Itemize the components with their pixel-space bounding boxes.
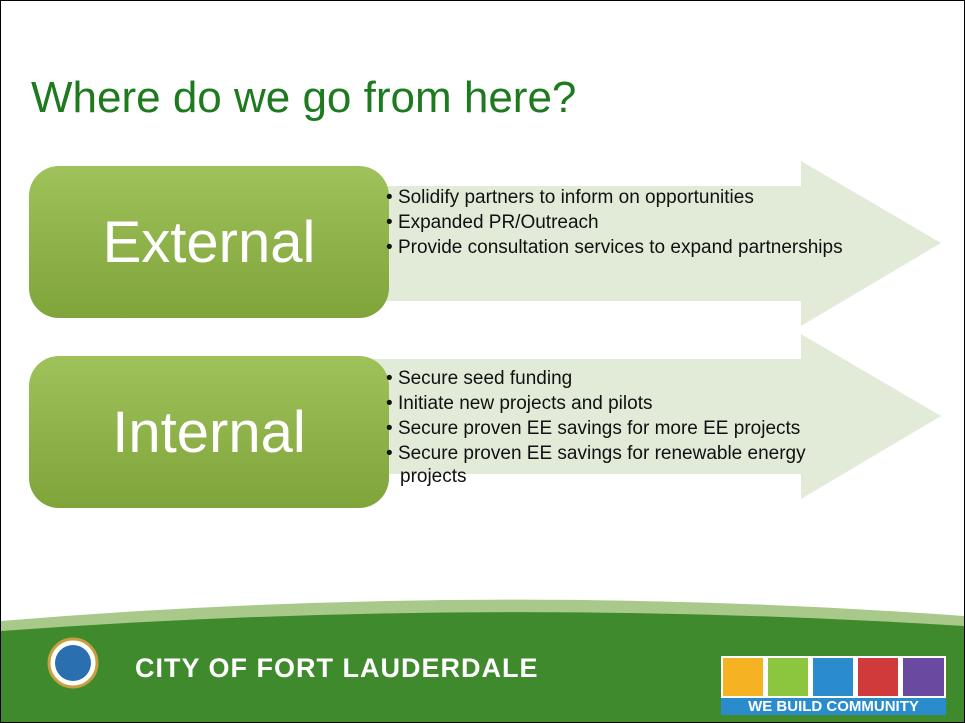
bullet: Initiate new projects and pilots — [386, 392, 866, 415]
bullet: Secure proven EE savings for more EE pro… — [386, 417, 866, 440]
bullet: Secure seed funding — [386, 367, 866, 390]
footer-tagline: WE BUILD COMMUNITY — [721, 698, 946, 715]
footer-city: CITY OF FORT LAUDERDALE — [135, 653, 539, 683]
bullet-list: Solidify partners to inform on opportuni… — [386, 186, 866, 261]
section-label: Internal — [29, 356, 389, 508]
bullet: Provide consultation services to expand … — [386, 236, 866, 259]
footer-band — [1, 599, 964, 722]
title: Where do we go from here? — [31, 73, 577, 122]
bullet-list: Secure seed fundingInitiate new projects… — [386, 367, 866, 490]
bullet: Solidify partners to inform on opportuni… — [386, 186, 866, 209]
bullet: Expanded PR/Outreach — [386, 211, 866, 234]
bullet: Secure proven EE savings for renewable e… — [386, 442, 866, 488]
section-label: External — [29, 166, 389, 318]
